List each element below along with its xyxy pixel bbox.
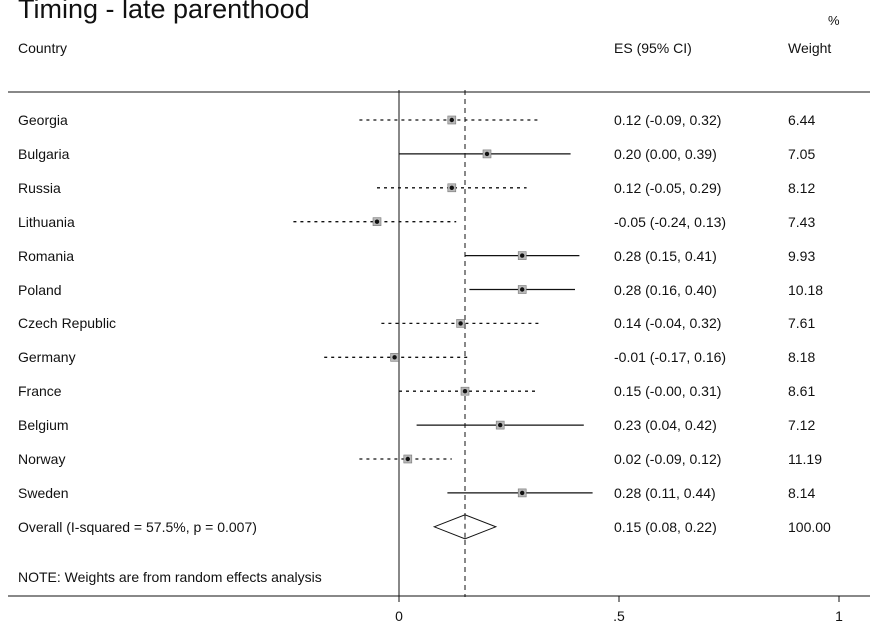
point-estimate: [484, 151, 490, 157]
row-label: Bulgaria: [18, 145, 70, 162]
overall-label: Overall (I-squared = 57.5%, p = 0.007): [18, 518, 257, 535]
point-estimate: [520, 287, 525, 292]
overall-weight: 100.00: [788, 518, 831, 535]
row-weight: 10.18: [788, 281, 824, 298]
point-estimate: [520, 253, 525, 258]
row-label: Romania: [18, 247, 75, 264]
point-estimate: [405, 456, 410, 462]
row-label: Norway: [18, 451, 66, 467]
row-weight: 7.05: [788, 145, 816, 162]
row-label: Georgia: [18, 112, 68, 128]
chart-title: Timing - late parenthood: [18, 0, 310, 24]
row-es-ci: 0.28 (0.11, 0.44): [614, 484, 716, 501]
point-estimate: [449, 185, 454, 190]
country-column-header: Country: [18, 40, 68, 56]
row-es-ci: 0.12 (-0.05, 0.29): [614, 179, 722, 196]
row-label: Czech Republic: [18, 315, 117, 332]
overall-es-ci: 0.15 (0.08, 0.22): [614, 518, 717, 535]
row-es-ci: 0.02 (-0.09, 0.12): [614, 451, 722, 467]
row-es-ci: 0.15 (-0.00, 0.31): [614, 383, 722, 400]
row-weight: 8.14: [788, 484, 816, 501]
row-es-ci: 0.23 (0.04, 0.42): [614, 417, 717, 434]
point-estimate: [458, 321, 463, 326]
x-tick-label: 1: [835, 608, 843, 624]
point-estimate: [520, 490, 525, 496]
row-es-ci: 0.20 (0.00, 0.39): [614, 145, 717, 162]
row-label: Belgium: [18, 417, 69, 434]
point-estimate: [498, 422, 503, 428]
row-es-ci: 0.28 (0.16, 0.40): [614, 281, 717, 298]
row-weight: 8.61: [788, 383, 816, 400]
weights-note: NOTE: Weights are from random effects an…: [18, 569, 322, 585]
point-estimate: [462, 389, 468, 394]
row-es-ci: 0.12 (-0.09, 0.32): [614, 112, 722, 128]
row-weight: 7.12: [788, 417, 816, 434]
row-weight: 11.19: [788, 451, 822, 467]
row-label: France: [18, 383, 62, 400]
row-es-ci: -0.05 (-0.24, 0.13): [614, 213, 727, 230]
row-es-ci: 0.28 (0.15, 0.41): [614, 247, 717, 264]
es-column-header: ES (95% CI): [614, 40, 692, 56]
row-label: Germany: [18, 349, 76, 366]
row-weight: 8.18: [788, 349, 816, 366]
point-estimate: [374, 219, 380, 224]
row-label: Poland: [18, 281, 62, 298]
row-es-ci: 0.14 (-0.04, 0.32): [614, 315, 722, 332]
weight-percent-header: %: [828, 13, 840, 28]
point-estimate: [392, 355, 397, 360]
point-estimate: [449, 117, 454, 123]
row-weight: 7.61: [788, 315, 816, 332]
weight-column-header: Weight: [788, 40, 832, 56]
x-tick-label: 0: [395, 608, 403, 624]
row-label: Sweden: [18, 484, 69, 501]
row-es-ci: -0.01 (-0.17, 0.16): [614, 349, 727, 366]
row-label: Russia: [18, 179, 61, 196]
row-label: Lithuania: [18, 213, 75, 230]
row-weight: 6.44: [788, 112, 816, 128]
row-weight: 8.12: [788, 179, 816, 196]
x-tick-label: .5: [613, 608, 625, 624]
row-weight: 7.43: [788, 213, 816, 230]
row-weight: 9.93: [788, 247, 816, 264]
